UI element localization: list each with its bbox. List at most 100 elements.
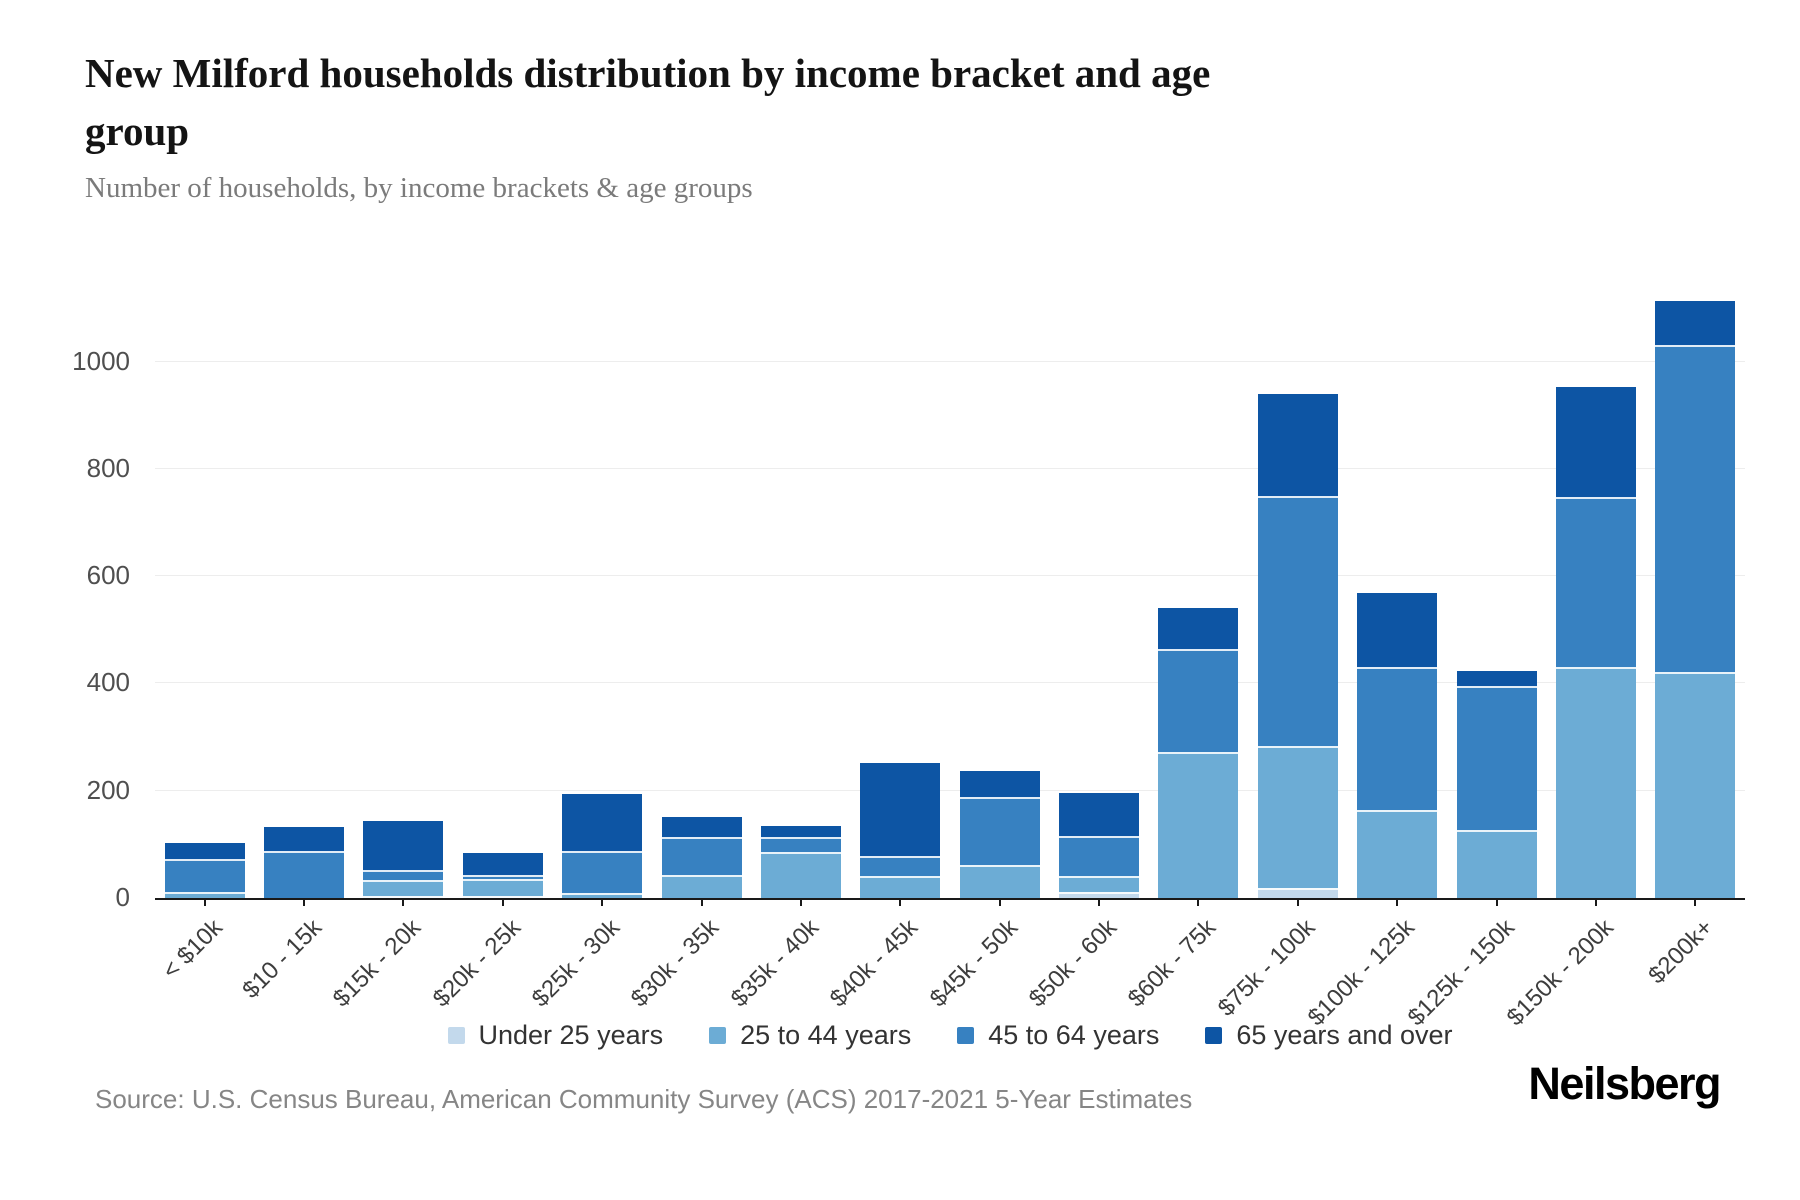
bar-segment-45 to 64 years (860, 856, 941, 877)
x-axis-tick (1098, 898, 1101, 906)
bar-segment-45 to 64 years (1555, 496, 1636, 667)
legend-item-25 to 44 years: 25 to 44 years (709, 1020, 911, 1051)
bar-segment-45 to 64 years (661, 836, 742, 876)
x-axis-tick-label: $100k - 125k (1303, 914, 1421, 1032)
x-axis-tick-label: $125k - 150k (1402, 914, 1520, 1032)
bar-segment-25 to 44 years (959, 864, 1040, 898)
bar-segment-25 to 44 years (1158, 752, 1239, 898)
bar-segment-45 to 64 years (959, 796, 1040, 865)
gridline (155, 682, 1745, 684)
bar-segment-Under 25 years (363, 895, 444, 898)
y-axis-tick-label: 0 (115, 882, 130, 912)
bar-segment-65 years and over (1158, 608, 1239, 649)
bar-$100k - 125k (1357, 593, 1438, 898)
x-axis-tick (1296, 898, 1299, 906)
x-axis-tick-label: $20k - 25k (427, 914, 526, 1013)
bar-segment-25 to 44 years (1357, 810, 1438, 898)
bar-$60k - 75k (1158, 608, 1239, 898)
bar-segment-45 to 64 years (264, 850, 345, 898)
x-axis-tick (700, 898, 703, 906)
y-axis-tick-label: 600 (86, 560, 130, 591)
bar-$75k - 100k (1257, 393, 1338, 898)
bar-segment-45 to 64 years (1158, 648, 1239, 753)
plot-area: 0 200 400 600 800 1000 < $10k $10 - 15k $15k - 2… (72, 295, 1745, 1031)
bar-segment-65 years and over (959, 771, 1040, 797)
x-axis-tick (899, 898, 902, 906)
bar-segment-65 years and over (760, 826, 841, 837)
legend-label: 65 years and over (1236, 1020, 1453, 1050)
x-axis-tick-label: $50k - 60k (1023, 914, 1123, 1013)
bar-segment-45 to 64 years (562, 851, 643, 894)
legend-item-Under 25 years: Under 25 years (447, 1020, 664, 1051)
bar-segment-65 years and over (1357, 593, 1438, 667)
bar-segment-25 to 44 years (363, 879, 444, 896)
legend-item-65 years and over: 65 years and over (1205, 1020, 1453, 1051)
brand-logo: Neilsberg (1528, 1058, 1721, 1109)
x-axis-tick (402, 898, 405, 906)
source-text: Source: U.S. Census Bureau, American Com… (95, 1084, 1193, 1114)
x-axis-tick-label: $40k - 45k (825, 914, 924, 1013)
gridline (155, 467, 1745, 469)
bar-$125k - 150k (1456, 671, 1537, 898)
bar-segment-65 years and over (860, 763, 941, 857)
bar-segment-Under 25 years (1257, 888, 1338, 898)
bar-segment-65 years and over (562, 794, 643, 852)
x-axis-tick-label: $10 - 15k (237, 914, 328, 1004)
x-axis-tick (1396, 898, 1399, 906)
x-axis-tick (1197, 898, 1200, 906)
x-axis-tick-label: $25k - 30k (526, 914, 626, 1013)
bar-segment-65 years and over (1059, 792, 1140, 836)
bar-segment-45 to 64 years (1357, 666, 1438, 811)
gridline (155, 575, 1745, 577)
chart-subtitle: Number of households, by income brackets… (85, 172, 753, 204)
x-axis-tick (1594, 898, 1597, 906)
bar-segment-45 to 64 years (1257, 495, 1338, 747)
x-axis-tick (998, 898, 1001, 906)
bar-$10 - 15k (264, 826, 345, 898)
x-axis-tick (1495, 898, 1498, 906)
x-axis-tick-label: $15k - 20k (328, 914, 427, 1013)
bar-$15k - 20k (363, 821, 444, 898)
bar-$35k - 40k (760, 826, 841, 898)
bar-segment-65 years and over (1257, 393, 1338, 496)
x-axis-tick (501, 898, 504, 906)
bar-segment-25 to 44 years (1456, 829, 1537, 898)
bar-segment-25 to 44 years (860, 876, 941, 898)
bar-segment-45 to 64 years (363, 869, 444, 880)
chart-title: New Milford households distribution by i… (85, 50, 1211, 155)
bar-segment-45 to 64 years (462, 875, 543, 880)
x-axis-tick-label: $200k+ (1643, 914, 1719, 990)
legend-label: 25 to 44 years (740, 1020, 912, 1050)
bar-segment-25 to 44 years (164, 891, 245, 898)
bar-$25k - 30k (562, 794, 643, 898)
y-axis-tick-label: 400 (86, 667, 130, 698)
bar-segment-65 years and over (264, 826, 345, 851)
bar-segment-65 years and over (661, 817, 742, 837)
x-axis-tick (203, 898, 206, 906)
legend-swatch (709, 1027, 727, 1044)
legend-label: 45 to 64 years (988, 1020, 1160, 1050)
bar-segment-45 to 64 years (760, 836, 841, 852)
y-axis-tick-label: 1000 (72, 345, 130, 376)
bar-segment-65 years and over (462, 852, 543, 876)
bar-segment-Under 25 years (462, 896, 543, 898)
bar-$150k - 200k (1555, 386, 1636, 898)
x-axis-tick-label: $30k - 35k (626, 914, 725, 1013)
x-axis-tick-label: $75k - 100k (1213, 914, 1321, 1022)
x-axis-tick (799, 898, 802, 906)
bar-segment-25 to 44 years (562, 893, 643, 898)
x-axis-tick (601, 898, 604, 906)
bar-$200k+ (1655, 301, 1736, 898)
bar-segment-65 years and over (1655, 301, 1736, 345)
x-axis-tick (1694, 898, 1697, 906)
bar-segment-25 to 44 years (1059, 876, 1140, 892)
bar-segment-25 to 44 years (1655, 671, 1736, 898)
bar-segment-25 to 44 years (462, 879, 543, 896)
legend-label: Under 25 years (478, 1020, 664, 1050)
x-axis-tick (303, 898, 306, 906)
bar-$30k - 35k (661, 817, 742, 898)
gridline (155, 789, 1745, 791)
bar-$50k - 60k (1059, 792, 1140, 898)
x-axis-tick-label: < $10k (157, 914, 228, 985)
bar-segment-45 to 64 years (164, 859, 245, 892)
